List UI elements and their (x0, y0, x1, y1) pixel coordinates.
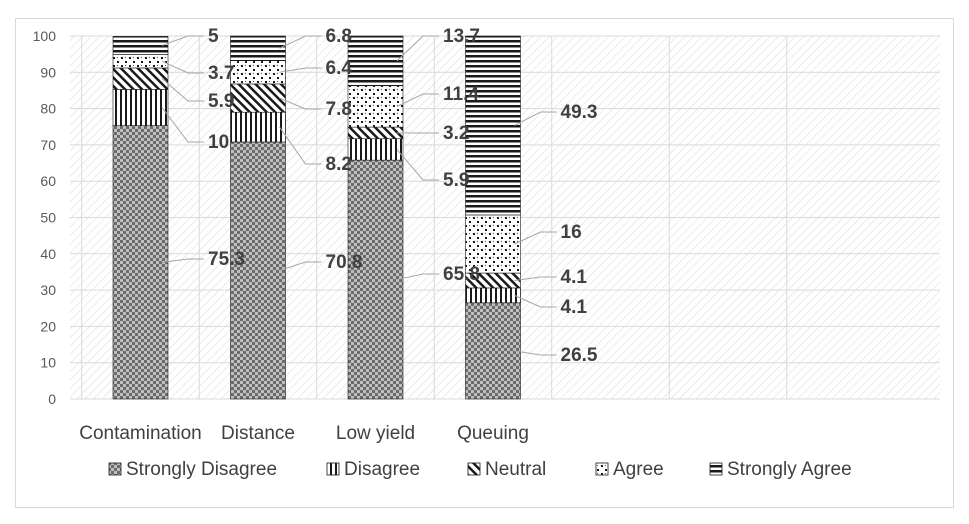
data-label-queuing-neutral: 4.1 (561, 267, 588, 288)
bar-segment-contamination-neutral (113, 68, 168, 89)
bar-segment-distance-strongly-agree (231, 36, 286, 61)
y-tick-label: 0 (48, 391, 56, 407)
y-tick-label: 70 (40, 137, 56, 153)
data-label-distance-neutral: 7.8 (326, 99, 352, 120)
data-label-low-yield-agree: 11.4 (443, 84, 479, 105)
data-label-queuing-agree: 16 (561, 222, 582, 243)
x-category-label: Contamination (79, 423, 202, 444)
data-label-distance-strongly-disagree: 70.8 (326, 252, 363, 273)
bar-segment-low-yield-neutral (348, 127, 403, 139)
bar-segment-contamination-strongly-agree (113, 36, 168, 54)
data-label-low-yield-neutral: 3.2 (443, 123, 469, 144)
bar-segment-distance-agree (231, 61, 286, 84)
data-label-queuing-disagree: 4.1 (561, 297, 588, 318)
legend-label: Disagree (344, 459, 420, 480)
x-category-label: Queuing (457, 423, 529, 444)
legend-label: Neutral (485, 459, 546, 480)
legend-swatch (468, 463, 480, 475)
data-label-contamination-strongly-disagree: 75.3 (208, 249, 245, 270)
bar-segment-low-yield-agree (348, 86, 403, 127)
bar-segment-contamination-agree (113, 55, 168, 68)
legend-swatch (109, 463, 121, 475)
bar-segment-contamination-strongly-disagree (113, 126, 168, 399)
legend-swatch (327, 463, 339, 475)
y-tick-label: 80 (40, 101, 56, 117)
bar-segment-distance-neutral (231, 84, 286, 112)
data-label-contamination-strongly-agree: 5 (208, 26, 219, 47)
y-tick-label: 10 (40, 355, 56, 371)
y-tick-label: 40 (40, 246, 56, 262)
legend-swatch (710, 463, 722, 475)
bar-segment-contamination-disagree (113, 89, 168, 125)
y-tick-label: 20 (40, 318, 56, 334)
data-label-distance-disagree: 8.2 (326, 154, 352, 175)
x-category-label: Distance (221, 423, 295, 444)
bar-segment-queuing-strongly-agree (466, 36, 521, 215)
legend-swatch (596, 463, 608, 475)
legend-item-strongly-agree: Strongly Agree (710, 459, 852, 480)
bar-segment-low-yield-disagree (348, 139, 403, 160)
y-tick-label: 50 (40, 210, 56, 226)
data-label-low-yield-strongly-agree: 13.7 (443, 26, 480, 47)
data-label-low-yield-disagree: 5.9 (443, 170, 469, 191)
y-tick-label: 60 (40, 173, 56, 189)
bar-segment-distance-strongly-disagree (231, 142, 286, 399)
data-label-distance-agree: 6.4 (326, 58, 353, 79)
y-tick-label: 90 (40, 64, 56, 80)
bar-segment-queuing-disagree (466, 288, 521, 303)
bar-segment-low-yield-strongly-disagree (348, 160, 403, 399)
data-label-distance-strongly-agree: 6.8 (326, 26, 352, 47)
data-label-queuing-strongly-agree: 49.3 (561, 102, 598, 123)
legend-item-strongly-disagree: Strongly Disagree (109, 459, 277, 480)
bar-segment-distance-disagree (231, 112, 286, 142)
y-tick-label: 30 (40, 282, 56, 298)
data-label-queuing-strongly-disagree: 26.5 (561, 345, 598, 366)
legend-label: Strongly Agree (727, 459, 852, 480)
data-label-contamination-disagree: 10 (208, 132, 229, 153)
data-label-low-yield-strongly-disagree: 65.8 (443, 264, 480, 285)
y-tick-label: 100 (33, 28, 57, 44)
bar-segment-low-yield-strongly-agree (348, 36, 403, 86)
data-label-contamination-neutral: 5.9 (208, 91, 234, 112)
legend-label: Strongly Disagree (126, 459, 277, 480)
x-category-label: Low yield (336, 423, 415, 444)
legend-label: Agree (613, 459, 664, 480)
bar-segment-queuing-strongly-disagree (466, 303, 521, 399)
data-label-contamination-agree: 3.7 (208, 63, 234, 84)
